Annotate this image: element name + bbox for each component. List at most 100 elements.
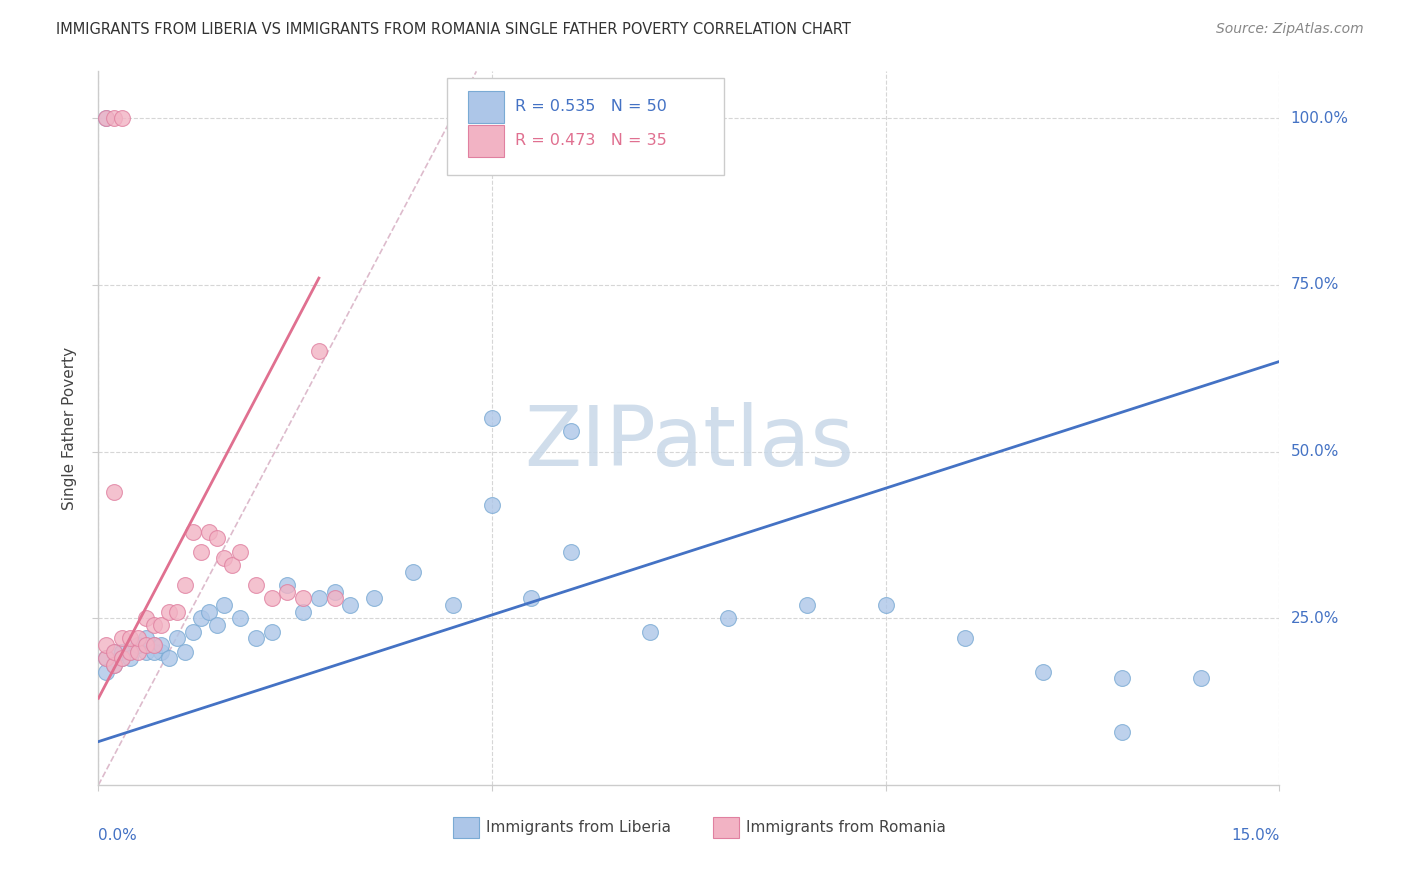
Text: 15.0%: 15.0% xyxy=(1232,828,1279,843)
Point xyxy=(308,591,330,606)
Point xyxy=(1189,671,1212,685)
Bar xyxy=(453,817,478,838)
Point xyxy=(181,524,204,539)
Point xyxy=(127,632,149,646)
Y-axis label: Single Father Poverty: Single Father Poverty xyxy=(62,347,77,509)
Point xyxy=(181,624,204,639)
Text: ZIPatlas: ZIPatlas xyxy=(524,402,853,483)
Point xyxy=(111,111,134,125)
Point xyxy=(245,578,267,592)
Point xyxy=(560,425,582,439)
Point xyxy=(118,651,141,665)
Point xyxy=(103,111,125,125)
Point xyxy=(796,598,818,612)
Point xyxy=(103,644,125,658)
Point xyxy=(135,644,157,658)
Point xyxy=(118,632,141,646)
Point xyxy=(875,598,897,612)
Point xyxy=(214,598,236,612)
Point xyxy=(205,531,228,545)
Point xyxy=(276,584,298,599)
Point xyxy=(135,632,157,646)
Point xyxy=(441,598,464,612)
Point xyxy=(481,411,503,425)
Text: Immigrants from Romania: Immigrants from Romania xyxy=(745,821,945,835)
Point xyxy=(190,544,212,558)
Point xyxy=(96,111,118,125)
Text: IMMIGRANTS FROM LIBERIA VS IMMIGRANTS FROM ROMANIA SINGLE FATHER POVERTY CORRELA: IMMIGRANTS FROM LIBERIA VS IMMIGRANTS FR… xyxy=(56,22,851,37)
Point xyxy=(190,611,212,625)
Point xyxy=(1111,724,1133,739)
Point xyxy=(118,644,141,658)
Point xyxy=(96,638,118,652)
Point xyxy=(111,651,134,665)
Point xyxy=(560,544,582,558)
Point xyxy=(402,565,425,579)
Text: Source: ZipAtlas.com: Source: ZipAtlas.com xyxy=(1216,22,1364,37)
Point xyxy=(339,598,361,612)
Point xyxy=(142,618,165,632)
Text: R = 0.535   N = 50: R = 0.535 N = 50 xyxy=(516,99,668,114)
Point xyxy=(638,624,661,639)
Point xyxy=(214,551,236,566)
Point xyxy=(111,644,134,658)
Point xyxy=(96,665,118,679)
Point xyxy=(229,611,252,625)
Point xyxy=(142,638,165,652)
Text: 75.0%: 75.0% xyxy=(1291,277,1339,293)
Point xyxy=(1032,665,1054,679)
Point xyxy=(150,638,173,652)
Point xyxy=(221,558,243,572)
Point xyxy=(205,618,228,632)
Point xyxy=(308,344,330,359)
Point xyxy=(103,484,125,499)
Point xyxy=(96,651,118,665)
Point xyxy=(127,638,149,652)
Point xyxy=(197,524,219,539)
Point xyxy=(103,657,125,672)
Point xyxy=(174,578,197,592)
Point xyxy=(111,632,134,646)
Bar xyxy=(713,817,738,838)
Point xyxy=(174,644,197,658)
Point xyxy=(481,498,503,512)
Point xyxy=(96,111,118,125)
Point xyxy=(142,638,165,652)
Point xyxy=(111,651,134,665)
Point xyxy=(127,644,149,658)
FancyBboxPatch shape xyxy=(447,78,724,175)
Point xyxy=(166,632,188,646)
Point xyxy=(157,605,180,619)
Point xyxy=(260,624,283,639)
Point xyxy=(197,605,219,619)
Point xyxy=(520,591,543,606)
Point xyxy=(135,611,157,625)
Point xyxy=(953,632,976,646)
Text: 100.0%: 100.0% xyxy=(1291,111,1348,126)
Point xyxy=(323,591,346,606)
Point xyxy=(229,544,252,558)
Point xyxy=(260,591,283,606)
Point xyxy=(717,611,740,625)
Point xyxy=(127,638,149,652)
Point xyxy=(1111,671,1133,685)
Point xyxy=(157,651,180,665)
Text: 0.0%: 0.0% xyxy=(98,828,138,843)
Point xyxy=(363,591,385,606)
Text: 50.0%: 50.0% xyxy=(1291,444,1339,459)
Text: 25.0%: 25.0% xyxy=(1291,611,1339,625)
Point xyxy=(292,591,315,606)
Point xyxy=(166,605,188,619)
Point xyxy=(292,605,315,619)
Bar xyxy=(468,125,503,157)
Point xyxy=(103,657,125,672)
Point xyxy=(103,644,125,658)
Point xyxy=(135,638,157,652)
Bar xyxy=(468,91,503,123)
Point xyxy=(150,644,173,658)
Text: Immigrants from Liberia: Immigrants from Liberia xyxy=(486,821,671,835)
Text: R = 0.473   N = 35: R = 0.473 N = 35 xyxy=(516,134,666,148)
Point xyxy=(96,651,118,665)
Point xyxy=(118,644,141,658)
Point xyxy=(150,618,173,632)
